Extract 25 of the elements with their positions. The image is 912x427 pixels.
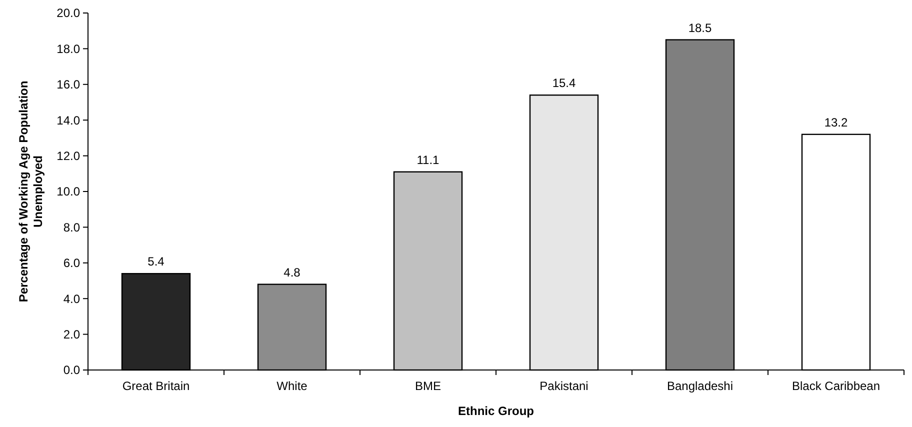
y-tick-label: 10.0 <box>56 184 80 199</box>
y-tick-label: 18.0 <box>56 42 80 56</box>
y-tick-label: 8.0 <box>63 220 80 234</box>
x-axis-title: Ethnic Group <box>458 404 534 418</box>
y-tick-label: 20.0 <box>56 6 80 20</box>
y-tick-label: 6.0 <box>63 256 80 270</box>
data-label: 4.8 <box>284 265 301 280</box>
y-tick-label: 2.0 <box>63 328 80 342</box>
data-label: 18.5 <box>688 20 712 35</box>
data-label: 5.4 <box>148 254 165 269</box>
y-tick-label: 12.0 <box>56 149 80 163</box>
y-axis-title: Percentage of Working Age Population Unemployed <box>16 80 45 302</box>
data-label: 15.4 <box>552 76 576 90</box>
x-tick-label: White <box>276 379 308 393</box>
x-tick-label: Bangladeshi <box>666 379 734 393</box>
y-tick-label: 16.0 <box>56 78 80 92</box>
data-label: 13.2 <box>824 115 848 130</box>
x-tick-label: Great Britain <box>122 379 190 393</box>
data-label: 11.1 <box>416 152 440 167</box>
x-tick-label: BME <box>414 379 442 393</box>
x-tick-label: Pakistani <box>540 379 588 393</box>
x-tick-label: Black Caribbean <box>792 379 880 393</box>
y-tick-label: 14.0 <box>56 113 80 128</box>
y-tick-label: 4.0 <box>63 292 80 306</box>
y-tick-label: 0.0 <box>63 363 80 378</box>
